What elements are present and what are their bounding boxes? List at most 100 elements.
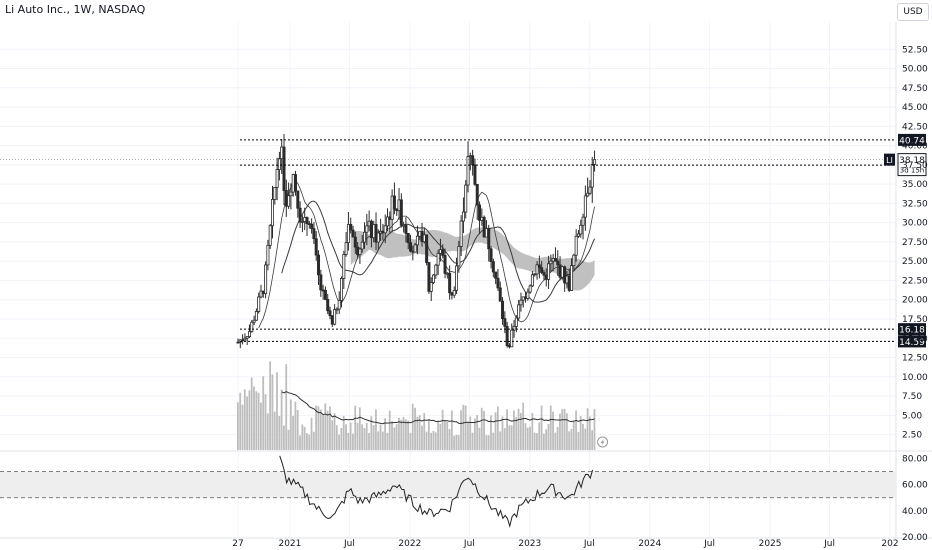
currency-button[interactable]: USD (897, 3, 929, 21)
volume-bar (579, 416, 582, 450)
volume-bar (326, 410, 329, 450)
candle-body (402, 224, 406, 227)
candle-body (457, 246, 461, 267)
rsi-band (0, 471, 896, 498)
volume-bar (439, 423, 442, 450)
price-tick-label: 40.00 (902, 142, 928, 152)
price-tick-label: 5.00 (902, 411, 922, 421)
volume-bar (476, 415, 479, 450)
candle-body (535, 264, 539, 275)
candle-body (441, 249, 445, 256)
volume-bar (375, 409, 377, 450)
candle-body (282, 146, 286, 191)
volume-bar (278, 415, 281, 450)
candle-body (551, 258, 555, 262)
volume-bar (423, 413, 426, 450)
volume-bar (381, 431, 384, 450)
candle-body (342, 254, 346, 279)
candle-body (574, 235, 578, 256)
candle-body (303, 217, 307, 222)
volume-bar (398, 417, 400, 450)
candle-body (275, 169, 279, 188)
volume-bar (593, 409, 596, 450)
volume-bar (533, 432, 536, 450)
candle-body (581, 216, 585, 226)
candle-body (284, 190, 288, 207)
candle-body (317, 254, 321, 276)
volume-bar (329, 406, 331, 450)
candle-body (358, 248, 362, 256)
volume-bar (524, 423, 527, 450)
volume-bar (303, 426, 306, 450)
volume-bar (342, 415, 345, 450)
volume-bar (478, 427, 481, 450)
volume-bar (547, 423, 550, 450)
lightning-icon-glyph (600, 439, 605, 446)
candle-body (409, 242, 413, 252)
candle-body (420, 230, 424, 243)
volume-bar (335, 425, 338, 450)
symbol-badge (884, 153, 895, 166)
volume-bar (586, 408, 589, 450)
price-tick-label: 27.50 (902, 238, 928, 248)
time-tick-label: 2024 (638, 539, 661, 549)
volume-bar (402, 416, 405, 450)
volume-bar (324, 403, 327, 450)
volume-bar (352, 433, 354, 450)
candle-body (369, 220, 373, 239)
level-badge (898, 133, 926, 146)
candle-body (514, 317, 518, 327)
last-price-badge (897, 153, 927, 177)
candle-body (505, 325, 509, 347)
candle-body (519, 299, 523, 306)
candle-body (461, 211, 465, 222)
volume-bar (434, 432, 437, 450)
price-tick-label: 45.00 (902, 103, 928, 113)
candle-body (243, 337, 247, 341)
volume-bar (411, 403, 414, 450)
candle-body (565, 275, 569, 284)
volume-bar (289, 399, 292, 450)
price-tick-label: 20.00 (902, 296, 928, 306)
candle-body (323, 289, 327, 300)
volume-bar (464, 405, 467, 450)
rsi-tick-label: 20.00 (902, 533, 928, 543)
volume-ma-line (281, 390, 595, 425)
candle-body (298, 207, 302, 223)
volume-bar (404, 419, 407, 450)
volume-bar (492, 432, 495, 450)
candle-body (252, 319, 256, 323)
candle-body (542, 272, 546, 276)
candle-body (333, 309, 337, 325)
volume-bar (257, 392, 260, 450)
volume-bar (395, 424, 398, 450)
volume-bar (526, 427, 529, 450)
time-tick-label: 2021 (278, 539, 301, 549)
time-tick-label: 2022 (398, 539, 421, 549)
volume-bar (377, 431, 380, 450)
level-label: 16.18 (899, 326, 925, 336)
candle-body (533, 273, 537, 276)
volume-bar (536, 433, 538, 450)
volume-bar (513, 410, 515, 450)
volume-bar (365, 423, 368, 450)
candle-body (337, 300, 341, 310)
volume-bar (572, 421, 575, 450)
candle-body (445, 272, 449, 275)
candle-body (241, 339, 245, 342)
candle-body (360, 241, 364, 250)
volume-bar (264, 394, 267, 450)
volume-bar (506, 409, 508, 450)
candle-body (376, 232, 380, 243)
volume-bar (588, 416, 591, 450)
candle-body (390, 195, 394, 220)
candle-body (250, 321, 254, 332)
symbol-title: Li Auto Inc., 1W, NASDAQ (5, 3, 146, 16)
volume-bar (554, 432, 557, 450)
time-tick-label: Jul (823, 539, 835, 549)
volume-bar (310, 417, 313, 450)
volume-bar (308, 434, 311, 450)
price-tick-label: 22.50 (902, 276, 928, 286)
